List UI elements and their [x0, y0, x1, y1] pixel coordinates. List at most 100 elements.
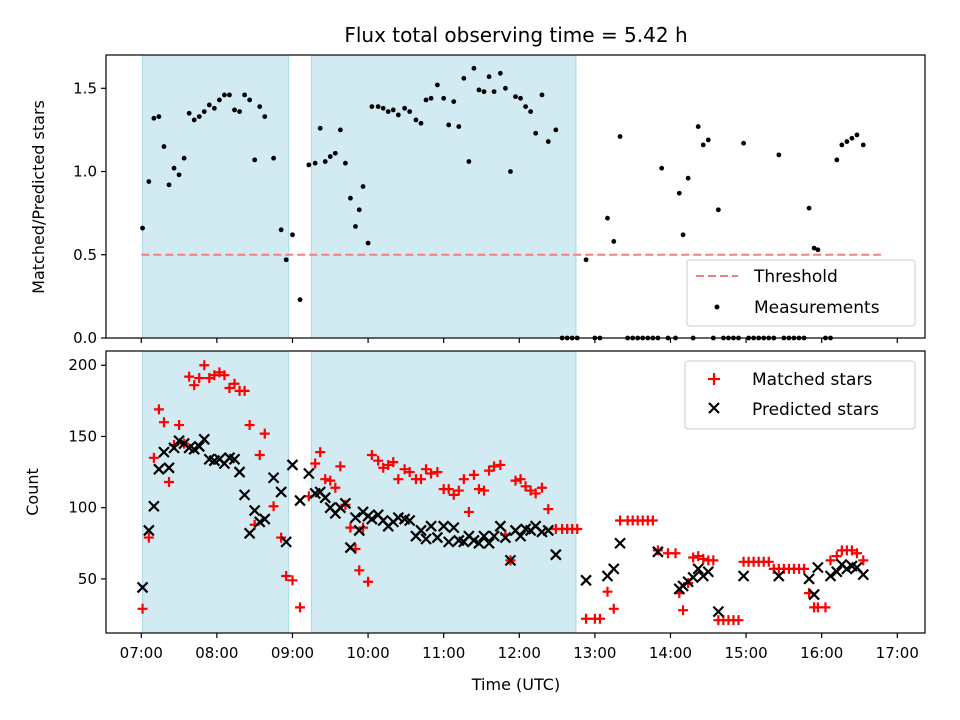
measurement-point	[257, 104, 263, 110]
matched-star-point	[229, 378, 240, 389]
measurement-point	[451, 99, 457, 105]
measurement-point	[839, 142, 845, 148]
matched-star-point	[199, 360, 210, 371]
matched-star-point	[820, 602, 831, 613]
legend-threshold-label: Threshold	[753, 267, 838, 287]
predicted-star-point	[702, 565, 715, 578]
bottom-y-axis-label: Count	[23, 468, 42, 516]
measurement-point	[860, 142, 866, 148]
predicted-star-point	[514, 530, 527, 542]
matched-star-point	[254, 449, 265, 460]
top-legend: Threshold Measurements	[686, 259, 916, 327]
matched-star-point	[320, 474, 331, 485]
measurement-point	[196, 114, 202, 119]
matched-star-point	[463, 506, 474, 517]
matched-star-point	[851, 548, 862, 559]
measurement-point	[166, 182, 172, 188]
predicted-star-point	[344, 541, 357, 554]
matched-star-point	[281, 571, 292, 582]
matched-star-point	[137, 603, 148, 614]
bottom-axes-frame	[105, 350, 926, 634]
measurement-point	[491, 89, 497, 95]
measurement-point	[146, 179, 152, 184]
predicted-star-point	[737, 570, 750, 582]
bottom-legend-box	[684, 360, 916, 430]
predicted-star-point	[692, 563, 704, 575]
predicted-star-point	[712, 605, 725, 618]
predicted-star-point	[143, 524, 155, 537]
measurement-point	[705, 137, 711, 143]
matched-star-point	[799, 563, 810, 574]
measurement-point	[343, 160, 348, 166]
matched-star-point	[209, 370, 220, 381]
predicted-star-point	[687, 571, 699, 584]
predicted-star-point	[198, 433, 211, 446]
measurement-point	[428, 95, 434, 101]
measurement-point	[171, 165, 177, 171]
matched-star-point	[608, 603, 619, 614]
measurement-point	[365, 240, 371, 246]
measurement-point	[237, 109, 242, 114]
matched-star-point	[846, 545, 857, 556]
measurement-point	[441, 95, 447, 101]
measurement-point	[806, 205, 812, 211]
top-y-ticks: 0.0 0.5 1.0 1.5	[73, 79, 106, 347]
matched-star-point	[594, 613, 605, 624]
predicted-star-point	[420, 533, 432, 545]
x-tick-label: 14:00	[649, 644, 692, 662]
measurement-point	[553, 127, 559, 133]
measurement-point	[222, 92, 227, 98]
matched-star-point	[543, 504, 554, 515]
predicted-star-point	[652, 546, 664, 558]
predicted-star-point	[403, 514, 416, 527]
matched-star-point	[489, 461, 500, 472]
measurement-point	[278, 227, 284, 233]
measurement-point	[497, 70, 503, 76]
predicted-star-point	[773, 570, 785, 582]
measurement-point	[423, 97, 429, 103]
matched-star-point	[484, 465, 495, 476]
matched-star-point	[536, 482, 547, 493]
matched-star-point	[295, 602, 306, 613]
measurement-point	[271, 155, 276, 161]
measurement-point	[385, 109, 391, 114]
predicted-star-point	[233, 466, 246, 478]
measurement-point	[659, 165, 665, 171]
measurement-point	[434, 82, 440, 88]
measurement-point	[533, 130, 539, 136]
measurement-point	[312, 160, 318, 166]
predicted-star-point	[499, 531, 512, 544]
x-tick-label: 11:00	[422, 644, 465, 662]
matched-star-point	[432, 467, 443, 478]
x-axis-label: Time (UTC)	[471, 675, 560, 694]
measurement-point	[849, 135, 855, 141]
matched-star-point	[448, 489, 459, 500]
y-tick-label: 200	[68, 356, 97, 374]
measurement-point	[181, 155, 187, 161]
legend-measurements-label: Measurements	[754, 298, 880, 318]
predicted-star-point	[812, 561, 824, 574]
predicted-stars-points	[136, 433, 870, 618]
legend-predicted-label: Predicted stars	[752, 400, 879, 420]
matched-star-point	[259, 428, 270, 439]
matched-star-point	[393, 474, 404, 485]
x-tick-label: 12:00	[498, 644, 541, 662]
predicted-star-point	[425, 520, 437, 532]
matched-star-point	[678, 605, 689, 616]
matched-star-point	[184, 371, 195, 382]
matched-star-point	[174, 420, 185, 431]
measurement-point	[337, 127, 343, 133]
bottom-y-ticks: 50 100 150 200	[68, 356, 106, 588]
x-tick-label: 17:00	[876, 644, 919, 662]
measurement-point	[486, 74, 492, 80]
measurement-point	[680, 232, 686, 238]
y-tick-label: 150	[68, 427, 97, 445]
measurement-point	[528, 109, 534, 114]
measurement-point	[348, 195, 353, 201]
measurement-point	[605, 215, 610, 221]
x-tick-label: 09:00	[271, 644, 314, 662]
matched-star-point	[399, 464, 410, 475]
matched-star-point	[287, 575, 298, 586]
matched-star-point	[647, 515, 658, 526]
y-tick-label: 100	[68, 499, 97, 517]
